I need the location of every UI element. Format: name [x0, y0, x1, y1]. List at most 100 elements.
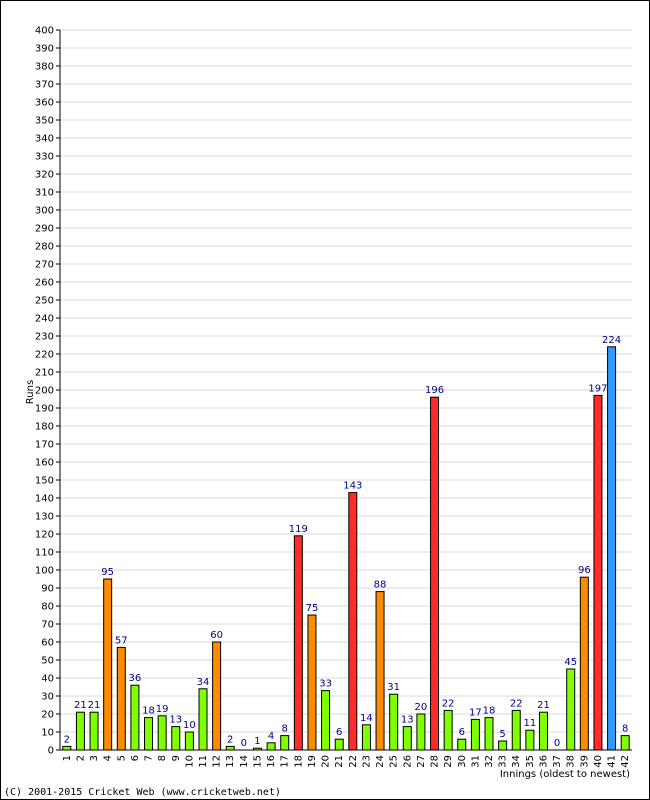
- value-label-innings-19: 75: [306, 603, 319, 614]
- value-label-innings-4: 95: [101, 567, 114, 578]
- value-label-innings-1: 2: [64, 734, 70, 745]
- value-label-innings-30: 6: [459, 727, 465, 738]
- bar-innings-39: [579, 576, 589, 751]
- bar-innings-23: [361, 724, 371, 751]
- x-tick-label: 34: [511, 755, 522, 768]
- x-tick-label: 11: [198, 755, 209, 768]
- y-tick-label: 370: [35, 80, 54, 91]
- value-label-innings-18: 119: [289, 524, 308, 535]
- bar-innings-2: [75, 711, 85, 751]
- y-tick-label: 340: [35, 134, 54, 145]
- x-tick-label: 21: [334, 755, 345, 768]
- y-tick-label: 80: [41, 602, 54, 613]
- x-tick-label: 8: [157, 755, 168, 761]
- bar-innings-11: [198, 688, 208, 751]
- bar-innings-30: [457, 738, 467, 751]
- value-label-innings-37: 0: [554, 738, 560, 749]
- value-label-innings-29: 22: [442, 698, 455, 709]
- value-label-innings-21: 6: [336, 727, 342, 738]
- value-label-innings-40: 197: [588, 383, 607, 394]
- y-tick-label: 180: [35, 422, 54, 433]
- y-tick-label: 140: [35, 494, 54, 505]
- x-tick-label: 38: [566, 755, 577, 768]
- x-tick-label: 39: [579, 755, 590, 768]
- bar-innings-24: [375, 591, 385, 751]
- y-tick-label: 170: [35, 440, 54, 451]
- x-tick-label: 28: [430, 755, 441, 768]
- value-label-innings-14: 0: [241, 738, 247, 749]
- y-tick-label: 60: [41, 638, 54, 649]
- value-label-innings-38: 45: [564, 657, 577, 668]
- gridlines: [60, 29, 632, 733]
- y-tick-label: 230: [35, 332, 54, 343]
- x-tick-label: 40: [593, 755, 604, 768]
- bar-innings-19: [307, 614, 317, 751]
- value-label-innings-39: 96: [578, 565, 591, 576]
- y-tick-label: 130: [35, 512, 54, 523]
- y-tick-label: 70: [41, 620, 54, 631]
- x-tick-label: 1: [62, 755, 73, 761]
- bar-innings-1: [62, 745, 72, 751]
- bar-innings-33: [498, 740, 508, 751]
- value-label-innings-5: 57: [115, 635, 128, 646]
- x-tick-label: 22: [348, 755, 359, 768]
- bar-innings-3: [89, 711, 99, 751]
- y-tick-label: 260: [35, 278, 54, 289]
- y-tick-label: 190: [35, 404, 54, 415]
- value-label-innings-6: 36: [129, 673, 142, 684]
- value-label-innings-17: 8: [282, 724, 288, 735]
- y-tick-label: 350: [35, 116, 54, 127]
- x-tick-label: 27: [416, 755, 427, 768]
- bars: [62, 346, 630, 751]
- x-tick-label: 37: [552, 755, 563, 768]
- value-label-innings-36: 21: [537, 700, 550, 711]
- x-tick-label: 33: [498, 755, 509, 768]
- x-axis-title: Innings (oldest to newest): [500, 769, 630, 780]
- x-tick-label: 20: [321, 755, 332, 768]
- y-tick-label: 200: [35, 386, 54, 397]
- bar-innings-9: [171, 726, 181, 751]
- x-tick-label: 36: [538, 755, 549, 768]
- x-tick-label: 24: [375, 755, 386, 768]
- y-tick-label: 110: [35, 548, 54, 559]
- bar-innings-25: [389, 693, 399, 751]
- y-tick-label: 280: [35, 242, 54, 253]
- x-tick-label: 16: [266, 755, 277, 768]
- x-tick-label: 15: [252, 755, 263, 768]
- bar-innings-16: [266, 742, 276, 751]
- y-tick-label: 40: [41, 674, 54, 685]
- bar-innings-28: [430, 396, 440, 751]
- y-tick-label: 360: [35, 98, 54, 109]
- x-tick-label: 4: [103, 755, 114, 761]
- x-tick-label: 2: [75, 755, 86, 761]
- value-label-innings-15: 1: [254, 736, 260, 747]
- bar-innings-31: [470, 718, 480, 751]
- y-tick-label: 210: [35, 368, 54, 379]
- bar-innings-5: [116, 646, 126, 751]
- x-tick-label: 42: [620, 755, 631, 768]
- bar-innings-21: [334, 738, 344, 751]
- x-tick-label: 3: [89, 755, 100, 761]
- value-label-innings-2: 21: [74, 700, 87, 711]
- bar-innings-26: [402, 726, 412, 751]
- value-label-innings-31: 17: [469, 707, 482, 718]
- y-tick-label: 290: [35, 224, 54, 235]
- x-tick-label: 13: [225, 755, 236, 768]
- value-label-innings-32: 18: [483, 706, 496, 717]
- bar-innings-34: [511, 709, 521, 751]
- value-label-innings-25: 31: [387, 682, 400, 693]
- y-tick-label: 150: [35, 476, 54, 487]
- y-tick-label: 50: [41, 656, 54, 667]
- value-label-innings-24: 88: [374, 580, 387, 591]
- bar-innings-29: [443, 709, 453, 751]
- y-tick-label: 30: [41, 692, 54, 703]
- value-label-innings-41: 224: [602, 335, 621, 346]
- y-tick-label: 20: [41, 710, 54, 721]
- bar-innings-12: [212, 641, 222, 751]
- x-tick-label: 17: [280, 755, 291, 768]
- x-tick-label: 26: [402, 755, 413, 768]
- value-label-innings-26: 13: [401, 715, 414, 726]
- value-label-innings-42: 8: [622, 724, 628, 735]
- x-tick-label: 18: [293, 755, 304, 768]
